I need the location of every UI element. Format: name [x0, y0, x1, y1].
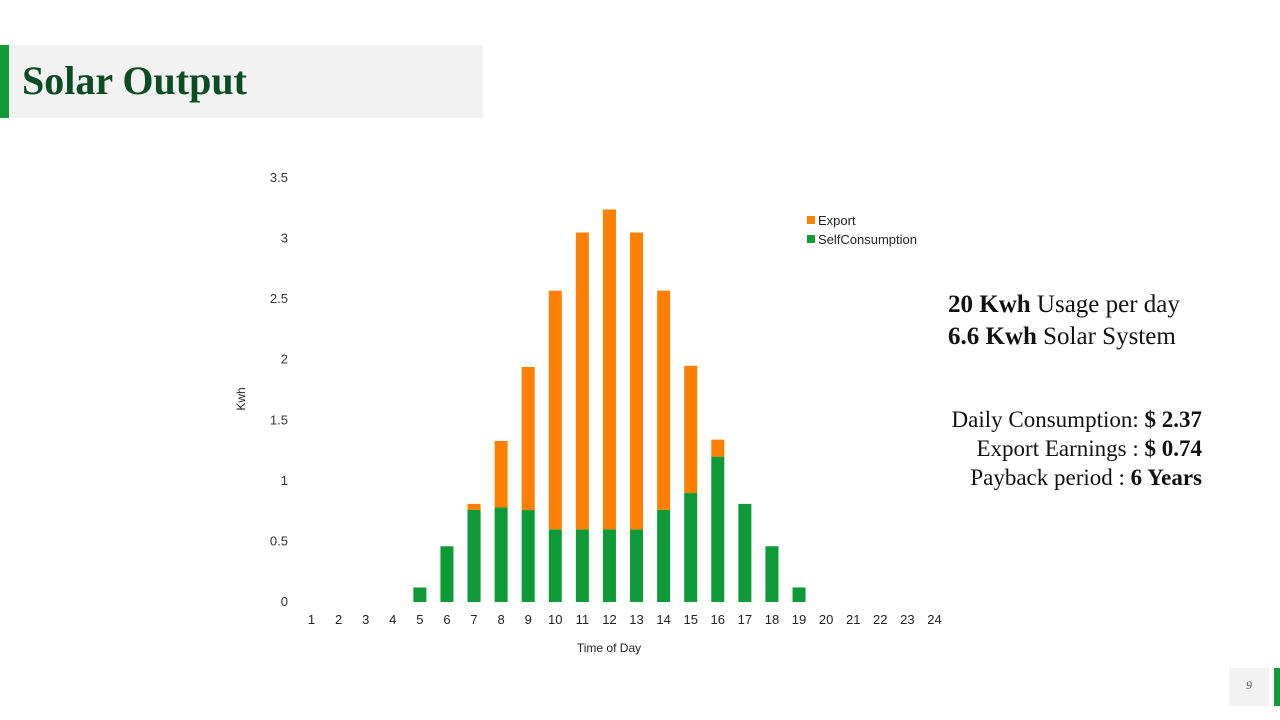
bar-selfconsumption — [413, 587, 427, 602]
bar-selfconsumption — [602, 529, 616, 602]
x-tick-label: 5 — [416, 612, 423, 627]
bar-export — [467, 503, 481, 510]
y-tick-label: 0 — [281, 594, 288, 609]
payback-period-label: Payback period : — [970, 465, 1125, 490]
y-tick-label: 2 — [281, 352, 288, 367]
bar-export — [657, 290, 671, 510]
bar-selfconsumption — [738, 503, 752, 602]
legend-label-selfconsumption: SelfConsumption — [818, 232, 917, 247]
x-tick-label: 17 — [738, 612, 752, 627]
slide-title: Solar Output — [22, 58, 247, 103]
export-earnings-value: $ 0.74 — [1144, 436, 1203, 461]
legend-label-export: Export — [818, 213, 856, 228]
system-label: Solar System — [1043, 323, 1176, 350]
page-number: 9 — [1246, 678, 1252, 692]
daily-consumption-label: Daily Consumption: — [951, 407, 1139, 432]
y-tick-label: 1 — [281, 473, 288, 488]
y-tick-label: 1.5 — [270, 412, 288, 427]
x-tick-label: 15 — [683, 612, 697, 627]
export-earnings-line: Export Earnings : $ 0.74 — [952, 434, 1203, 463]
bar-selfconsumption — [440, 546, 454, 602]
x-tick-label: 9 — [525, 612, 532, 627]
bar-selfconsumption — [765, 546, 779, 602]
payback-period-line: Payback period : 6 Years — [952, 463, 1202, 492]
legend-swatch-export — [807, 216, 815, 224]
x-tick-label: 1 — [308, 612, 315, 627]
usage-line: 20 Kwh Usage per day — [948, 289, 1180, 321]
x-tick-label: 18 — [765, 612, 779, 627]
title-bar: Solar Output — [0, 45, 483, 118]
bar-export — [684, 365, 698, 493]
legend-swatch-selfconsumption — [807, 235, 815, 243]
bar-export — [630, 232, 644, 530]
bar-selfconsumption — [657, 509, 671, 602]
x-tick-label: 12 — [602, 612, 616, 627]
export-earnings-label: Export Earnings : — [976, 436, 1139, 461]
y-tick-label: 0.5 — [270, 533, 288, 548]
bar-selfconsumption — [630, 529, 644, 602]
daily-consumption-line: Daily Consumption: $ 2.37 — [952, 405, 1202, 434]
savings-summary: Daily Consumption: $ 2.37 Export Earning… — [952, 405, 1202, 492]
bar-selfconsumption — [467, 509, 481, 602]
bar-selfconsumption — [548, 529, 562, 602]
bar-export — [521, 366, 535, 510]
x-tick-label: 2 — [335, 612, 342, 627]
x-tick-label: 10 — [548, 612, 562, 627]
system-value: 6.6 Kwh — [948, 323, 1037, 350]
daily-consumption-value: $ 2.37 — [1144, 407, 1203, 432]
y-axis-label: Kwh — [234, 387, 248, 410]
system-summary: 20 Kwh Usage per day 6.6 Kwh Solar Syste… — [948, 289, 1180, 353]
usage-label: Usage per day — [1036, 291, 1180, 318]
bar-selfconsumption — [684, 492, 698, 602]
x-tick-label: 7 — [470, 612, 477, 627]
bar-selfconsumption — [575, 529, 589, 602]
x-tick-label: 6 — [443, 612, 450, 627]
y-tick-label: 3 — [281, 231, 288, 246]
x-tick-label: 23 — [900, 612, 914, 627]
title-accent-bar — [0, 45, 9, 118]
bar-export — [548, 290, 562, 530]
bar-selfconsumption — [711, 456, 725, 602]
y-tick-label: 3.5 — [270, 170, 288, 185]
bar-selfconsumption — [494, 507, 508, 602]
bar-selfconsumption — [792, 587, 806, 602]
x-tick-label: 4 — [389, 612, 396, 627]
x-tick-label: 14 — [656, 612, 670, 627]
bar-selfconsumption — [521, 509, 535, 602]
bar-export — [711, 439, 725, 457]
system-line: 6.6 Kwh Solar System — [948, 321, 1180, 353]
x-tick-label: 13 — [629, 612, 643, 627]
bar-export — [575, 232, 589, 530]
x-tick-label: 16 — [711, 612, 725, 627]
x-axis-label: Time of Day — [577, 641, 641, 655]
x-tick-label: 22 — [873, 612, 887, 627]
usage-value: 20 Kwh — [948, 291, 1031, 318]
payback-period-value: 6 Years — [1130, 465, 1202, 490]
x-tick-label: 24 — [927, 612, 941, 627]
x-tick-label: 19 — [792, 612, 806, 627]
bar-export — [494, 440, 508, 508]
y-tick-label: 2.5 — [270, 291, 288, 306]
x-tick-label: 21 — [846, 612, 860, 627]
x-tick-label: 8 — [498, 612, 505, 627]
page-accent-bar — [1274, 668, 1280, 706]
x-tick-label: 11 — [576, 612, 590, 627]
x-tick-label: 20 — [819, 612, 833, 627]
bar-export — [602, 209, 616, 530]
x-tick-label: 3 — [362, 612, 369, 627]
page-number-box: 9 — [1229, 668, 1269, 706]
